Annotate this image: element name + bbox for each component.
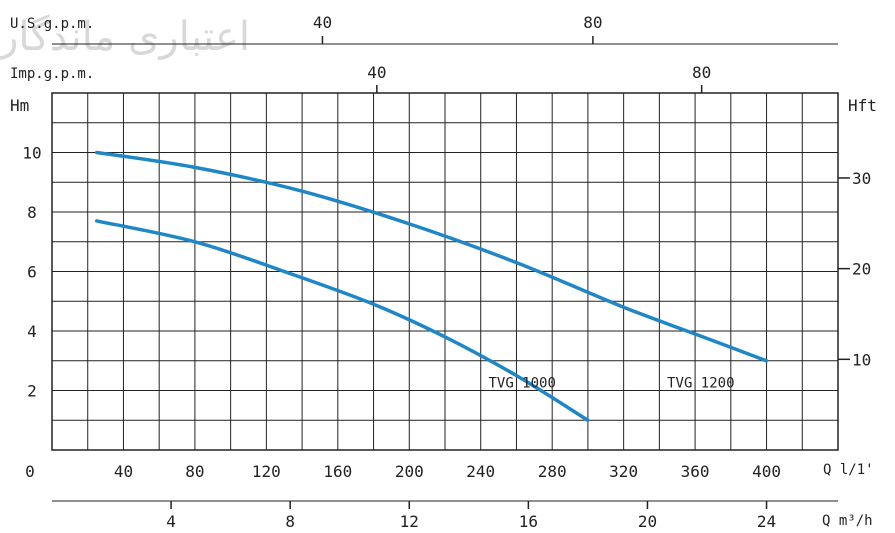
left-axis-label: Hm	[10, 96, 29, 115]
series-label-tvg-1200: TVG 1200	[667, 376, 734, 392]
chart-axes	[52, 36, 850, 509]
x-tick-label-lmin: 120	[252, 462, 281, 481]
chart-curves	[94, 150, 769, 423]
y-tick-label-m: 6	[27, 263, 37, 282]
x-tick-label-m3h: 8	[285, 512, 295, 531]
x-tick-label-m3h: 16	[519, 512, 538, 531]
x-tick-label-lmin: 240	[466, 462, 495, 481]
x-tick-label-lmin: 320	[609, 462, 638, 481]
x-axis-label-m3h: Q m³/h	[822, 513, 873, 529]
series-label-tvg-1000: TVG 1000	[488, 376, 555, 392]
x-tick-label-lmin: 80	[185, 462, 204, 481]
x-tick-label-m3h: 4	[166, 512, 176, 531]
impgpm-tick-label: 40	[367, 63, 386, 82]
watermark-text: اعتباری ماندگار	[0, 14, 250, 60]
usgpm-tick-label: 40	[313, 13, 332, 32]
chart-grid	[51, 92, 839, 451]
y-tick-label-m: 10	[22, 144, 41, 163]
x-tick-label-lmin: 280	[538, 462, 567, 481]
y-tick-label-m: 8	[27, 203, 37, 222]
y-tick-label-ft: 20	[852, 260, 871, 279]
origin-label: 0	[25, 462, 35, 481]
right-axis-label: Hft	[848, 96, 877, 115]
impgpm-tick-label: 80	[692, 63, 711, 82]
curve-tvg-1200	[94, 150, 769, 363]
chart-labels: 40 80U.S.g.p.m.40 80Imp.g.p.m.Hm2468100Hft…	[10, 13, 877, 531]
x-tick-label-lmin: 400	[752, 462, 781, 481]
y-tick-label-m: 4	[27, 322, 37, 341]
x-tick-label-lmin: 360	[681, 462, 710, 481]
x-tick-label-m3h: 12	[400, 512, 419, 531]
x-axis-label-lmin: Q l/1'	[823, 462, 874, 478]
x-tick-label-lmin: 160	[323, 462, 352, 481]
y-tick-label-ft: 10	[852, 350, 871, 369]
x-tick-label-lmin: 200	[395, 462, 424, 481]
curve-tvg-1000	[94, 219, 590, 423]
x-tick-label-lmin: 40	[114, 462, 133, 481]
usgpm-tick-label: 80	[583, 13, 602, 32]
y-tick-label-m: 2	[27, 382, 37, 401]
x-tick-label-m3h: 20	[638, 512, 657, 531]
y-tick-label-ft: 30	[852, 169, 871, 188]
x-tick-label-m3h: 24	[757, 512, 776, 531]
usgpm-axis-label: U.S.g.p.m.	[10, 16, 94, 32]
impgpm-axis-label: Imp.g.p.m.	[10, 66, 94, 82]
